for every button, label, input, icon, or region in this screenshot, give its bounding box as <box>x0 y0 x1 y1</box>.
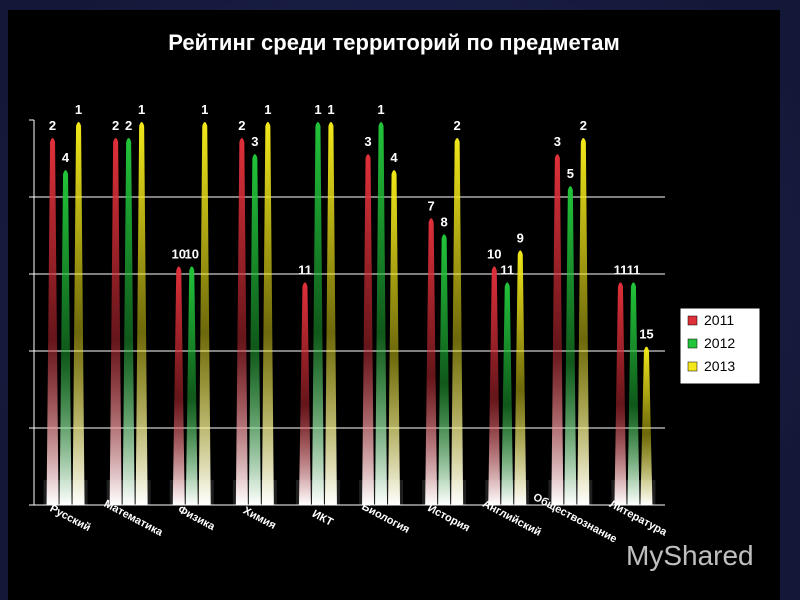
chart-title: Рейтинг среди территорий по предметам <box>168 30 620 55</box>
data-label: 3 <box>554 134 561 149</box>
data-label: 10 <box>487 246 501 261</box>
data-label: 2 <box>238 118 245 133</box>
bar-2011 <box>488 266 501 505</box>
bar-2013 <box>261 122 274 505</box>
bar-2011 <box>298 282 311 505</box>
bar-2012 <box>122 138 135 505</box>
data-label: 1 <box>377 102 384 117</box>
bar-2011 <box>614 282 627 505</box>
bar-2011 <box>172 266 185 505</box>
bar-2012 <box>501 282 514 505</box>
bar-2013 <box>514 250 527 505</box>
bar-2011 <box>362 154 375 506</box>
bar-2013 <box>135 122 148 505</box>
data-label: 2 <box>454 118 461 133</box>
data-label: 11 <box>500 262 514 277</box>
bar-2011 <box>46 138 59 505</box>
data-label: 3 <box>251 134 258 149</box>
bar-2012 <box>564 186 577 505</box>
data-label: 9 <box>517 230 524 245</box>
bar-2011 <box>425 218 438 505</box>
data-label: 10 <box>185 246 199 261</box>
bar-2013 <box>451 138 464 505</box>
category-label: Биология <box>360 501 412 536</box>
bar-2013 <box>72 122 85 505</box>
bar-2012 <box>248 154 261 506</box>
bars <box>43 122 656 506</box>
data-label: 4 <box>390 150 398 165</box>
bar-2011 <box>109 138 122 505</box>
data-label: 1 <box>314 102 321 117</box>
bar-2013 <box>577 138 590 505</box>
bar-2013 <box>324 122 337 505</box>
watermark: MyShared <box>626 540 754 571</box>
legend-swatch <box>687 315 698 326</box>
bar-2012 <box>375 122 388 505</box>
legend-label: 2013 <box>704 358 735 374</box>
data-label: 15 <box>639 327 653 342</box>
bar-2013 <box>640 346 653 505</box>
bar-2013 <box>388 170 401 505</box>
data-label: 10 <box>172 246 186 261</box>
bar-2012 <box>627 282 640 505</box>
legend-label: 2011 <box>704 312 734 328</box>
category-label: Физика <box>176 504 218 534</box>
data-label: 1 <box>138 102 145 117</box>
data-label: 11 <box>298 262 312 277</box>
category-label: Русский <box>48 503 93 534</box>
legend-swatch <box>687 338 698 349</box>
bar-2012 <box>438 234 451 505</box>
bar-2012 <box>59 170 72 505</box>
data-label: 1 <box>264 102 271 117</box>
data-label: 3 <box>364 134 371 149</box>
bar-2012 <box>311 122 324 505</box>
data-label: 2 <box>580 118 587 133</box>
category-label: Химия <box>241 505 278 532</box>
legend: 2011 2012 2013 <box>679 307 761 385</box>
data-label: 1 <box>201 102 208 117</box>
data-label: 4 <box>62 150 70 165</box>
data-label: 5 <box>567 166 574 181</box>
bar-2011 <box>551 154 564 506</box>
category-label: История <box>426 502 472 534</box>
legend-swatch <box>687 361 698 372</box>
data-label: 7 <box>428 198 435 213</box>
category-label: ИКТ <box>310 508 335 529</box>
data-label: 8 <box>441 214 448 229</box>
data-label: 1 <box>75 102 82 117</box>
data-label: 2 <box>125 118 132 133</box>
bar-2013 <box>198 122 211 505</box>
data-label: 2 <box>112 118 119 133</box>
data-label: 2 <box>49 118 56 133</box>
bar-2011 <box>235 138 248 505</box>
data-label: 11 <box>614 262 628 277</box>
data-label: 11 <box>627 262 641 277</box>
legend-label: 2012 <box>704 335 735 351</box>
bar-2012 <box>185 266 198 505</box>
data-label: 1 <box>327 102 334 117</box>
